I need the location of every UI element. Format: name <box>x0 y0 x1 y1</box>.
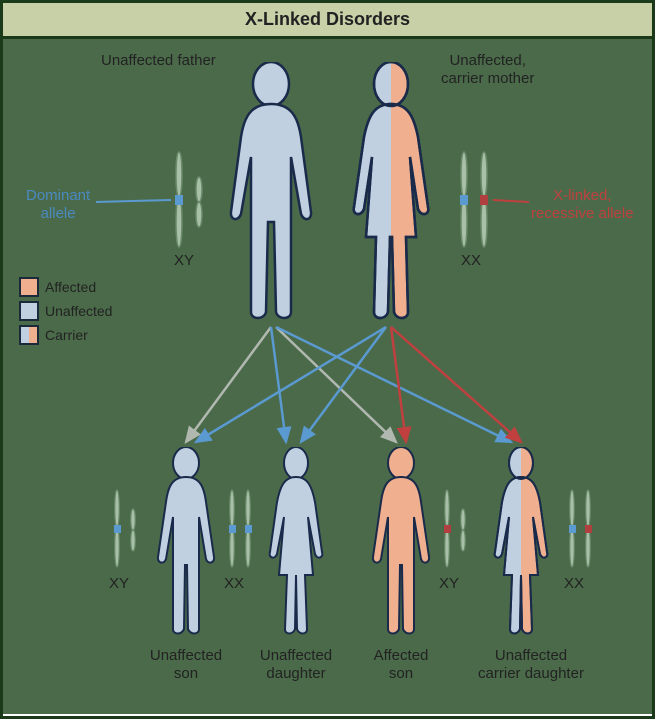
mother-chromosomes <box>451 147 501 257</box>
legend-unaffected: Unaffected <box>19 301 112 321</box>
diagram-frame: X-Linked Disorders Unaffected father Una… <box>0 0 655 719</box>
offspring-4-genotype: XX <box>564 575 584 593</box>
offspring-4-label: Unaffected carrier daughter <box>461 647 601 683</box>
mother-genotype: XX <box>461 252 481 270</box>
offspring-1-label: Unaffected son <box>141 647 231 683</box>
diagram-content: Unaffected father Unaffected, carrier mo… <box>3 39 652 714</box>
father-genotype: XY <box>174 252 194 270</box>
recessive-allele-label: X-linked, recessive allele <box>531 187 634 223</box>
legend-carrier-swatch <box>19 325 39 345</box>
legend-affected: Affected <box>19 277 112 297</box>
title-text: X-Linked Disorders <box>245 9 410 29</box>
mother-figure <box>336 62 446 322</box>
offspring-4-chromosomes <box>561 487 601 577</box>
father-figure <box>216 62 326 322</box>
offspring-1-genotype: XY <box>109 575 129 593</box>
legend-unaffected-label: Unaffected <box>45 303 112 319</box>
legend-carrier-label: Carrier <box>45 327 88 343</box>
title-bar: X-Linked Disorders <box>3 3 652 39</box>
dominant-allele-label: Dominant allele <box>26 187 90 223</box>
legend-affected-swatch <box>19 277 39 297</box>
mother-label: Unaffected, carrier mother <box>441 52 534 88</box>
offspring-3-genotype: XY <box>439 575 459 593</box>
offspring-2-chromosomes <box>221 487 261 577</box>
offspring-3-label: Affected son <box>361 647 441 683</box>
legend-affected-label: Affected <box>45 279 96 295</box>
legend-unaffected-swatch <box>19 301 39 321</box>
offspring-3-figure <box>361 447 441 637</box>
offspring-1-chromosomes <box>106 487 146 577</box>
legend-carrier: Carrier <box>19 325 112 345</box>
offspring-2-genotype: XX <box>224 575 244 593</box>
legend: Affected Unaffected Carrier <box>19 277 112 349</box>
offspring-2-label: Unaffected daughter <box>246 647 346 683</box>
father-label: Unaffected father <box>101 52 216 70</box>
offspring-3-chromosomes <box>436 487 476 577</box>
offspring-2-figure <box>256 447 336 637</box>
offspring-1-figure <box>146 447 226 637</box>
offspring-4-figure <box>481 447 561 637</box>
father-chromosomes <box>166 147 216 257</box>
